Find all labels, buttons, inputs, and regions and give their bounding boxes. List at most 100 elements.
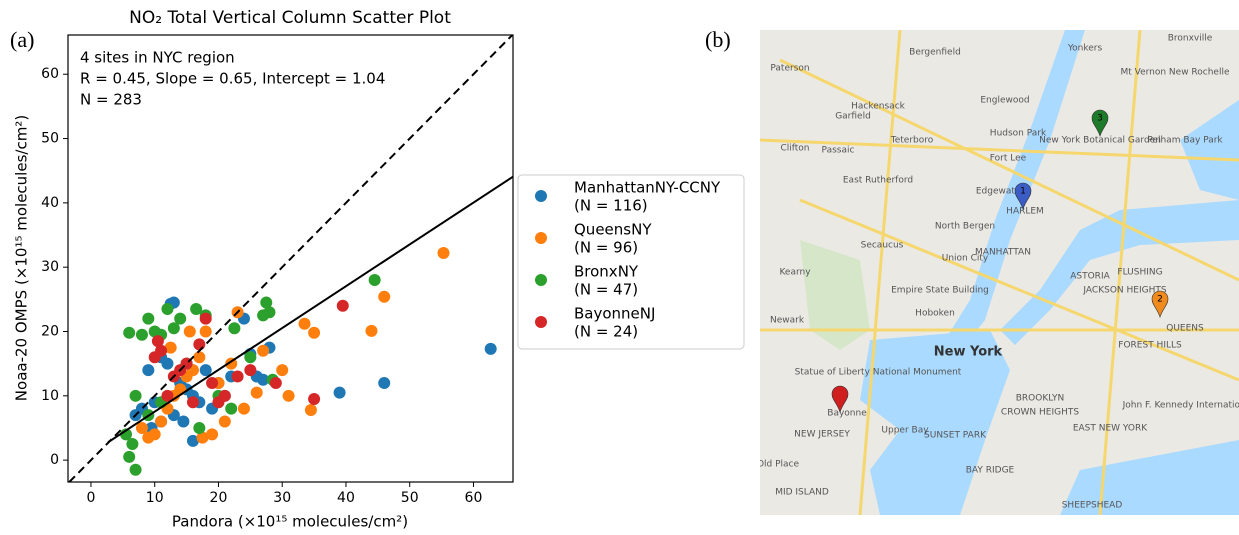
scatter-point: [305, 404, 317, 416]
y-tick-label: 60: [41, 66, 59, 82]
y-tick-label: 30: [41, 259, 59, 275]
legend-count: (N = 47): [574, 281, 638, 299]
scatter-point: [228, 322, 240, 334]
map-marker-label: 2: [1157, 295, 1163, 305]
map-label: CROWN HEIGHTS: [1001, 408, 1079, 418]
scatter-point: [276, 364, 288, 376]
map-label: Bronxville: [1168, 34, 1213, 44]
scatter-point: [299, 318, 311, 330]
map-label: SUNSET PARK: [924, 431, 987, 441]
scatter-point: [244, 364, 256, 376]
scatter-point: [161, 358, 173, 370]
scatter-point: [184, 325, 196, 337]
map-label: NEW JERSEY: [794, 430, 850, 440]
scatter-point: [369, 274, 381, 286]
scatter-point: [485, 343, 497, 355]
x-tick-label: 60: [465, 490, 483, 506]
scatter-point: [308, 393, 320, 405]
scatter-point: [270, 377, 282, 389]
map-label: North Bergen: [935, 222, 995, 232]
legend-label: ManhattanNY-CCNY: [574, 179, 721, 197]
map-label: Newark: [770, 316, 805, 326]
map-label: Pelham Bay Park: [1147, 136, 1223, 146]
scatter-point: [152, 335, 164, 347]
map-label: Secaucus: [861, 241, 904, 251]
map-label: Teterboro: [890, 136, 934, 146]
scatter-point: [187, 396, 199, 408]
y-tick-label: 20: [41, 323, 59, 339]
scatter-point: [219, 416, 231, 428]
scatter-point: [308, 327, 320, 339]
map-label: Yonkers: [1067, 44, 1103, 54]
map-label: SHEEPSHEAD: [1062, 501, 1123, 511]
scatter-point: [337, 300, 349, 312]
scatter-point: [130, 464, 142, 476]
annotation: 4 sites in NYC region: [80, 49, 235, 67]
map-label: Statue of Liberty National Monument: [795, 368, 962, 378]
map-marker-label: 3: [1097, 114, 1103, 124]
map-label: MANHATTAN: [975, 248, 1031, 258]
map-label: Empire State Building: [891, 286, 989, 296]
map-label: John F. Kennedy International Airport: [1122, 401, 1239, 411]
map-label: New York Botanical Garden: [1039, 136, 1161, 146]
x-tick-label: 50: [401, 490, 419, 506]
scatter-point: [225, 403, 237, 415]
x-axis-label: Pandora (×10¹⁵ molecules/cm²): [172, 513, 408, 531]
y-tick-label: 0: [50, 452, 59, 468]
scatter-point: [251, 387, 263, 399]
scatter-point: [161, 303, 173, 315]
scatter-point: [177, 416, 189, 428]
scatter-point: [123, 451, 135, 463]
scatter-point: [200, 325, 212, 337]
map-label: Clifton: [780, 144, 809, 154]
map-label: BAY RIDGE: [966, 466, 1015, 476]
x-tick-label: 30: [273, 490, 291, 506]
x-tick-label: 0: [86, 490, 95, 506]
legend-label: BayonneNJ: [574, 305, 655, 323]
scatter-point: [334, 387, 346, 399]
legend-count: (N = 24): [574, 323, 638, 341]
map-label: Englewood: [980, 96, 1029, 106]
scatter-point: [244, 351, 256, 363]
legend-label: BronxNY: [574, 263, 639, 281]
map-label: Upper Bay: [881, 426, 929, 436]
legend-marker: [535, 316, 547, 328]
y-tick-label: 10: [41, 388, 59, 404]
map-label: HARLEM: [1006, 207, 1044, 217]
figure: (a) NO₂ Total Vertical Column Scatter Pl…: [0, 0, 1239, 535]
scatter-point: [200, 313, 212, 325]
legend-count: (N = 96): [574, 239, 638, 257]
scatter-point: [257, 309, 269, 321]
map-label: New York: [934, 345, 1003, 360]
legend-marker: [535, 190, 547, 202]
map-label: FLUSHING: [1117, 268, 1162, 278]
y-tick-label: 50: [41, 131, 59, 147]
x-tick-label: 40: [337, 490, 355, 506]
scatter-point: [136, 329, 148, 341]
map-label: Garfield: [835, 112, 871, 122]
panel-label: (b): [705, 27, 731, 52]
panel-label: (a): [10, 27, 34, 52]
y-tick-label: 40: [41, 195, 59, 211]
scatter-point: [238, 403, 250, 415]
scatter-point: [232, 371, 244, 383]
scatter-point: [193, 351, 205, 363]
legend-marker: [535, 274, 547, 286]
map-label: Paterson: [770, 64, 809, 74]
x-tick-label: 10: [146, 490, 164, 506]
scatter-point: [168, 322, 180, 334]
scatter-point: [283, 390, 295, 402]
scatter-point: [155, 416, 167, 428]
annotation: R = 0.45, Slope = 0.65, Intercept = 1.04: [80, 70, 385, 88]
map-label: Hackensack: [851, 102, 906, 112]
scatter-point: [149, 351, 161, 363]
scatter-point: [142, 313, 154, 325]
scatter-point: [130, 390, 142, 402]
scatter-point: [219, 390, 231, 402]
scatter-point: [123, 327, 135, 339]
map-marker-label: 1: [1020, 187, 1026, 197]
scatter-point: [193, 338, 205, 350]
x-tick-label: 20: [210, 490, 228, 506]
annotation: N = 283: [80, 91, 142, 109]
